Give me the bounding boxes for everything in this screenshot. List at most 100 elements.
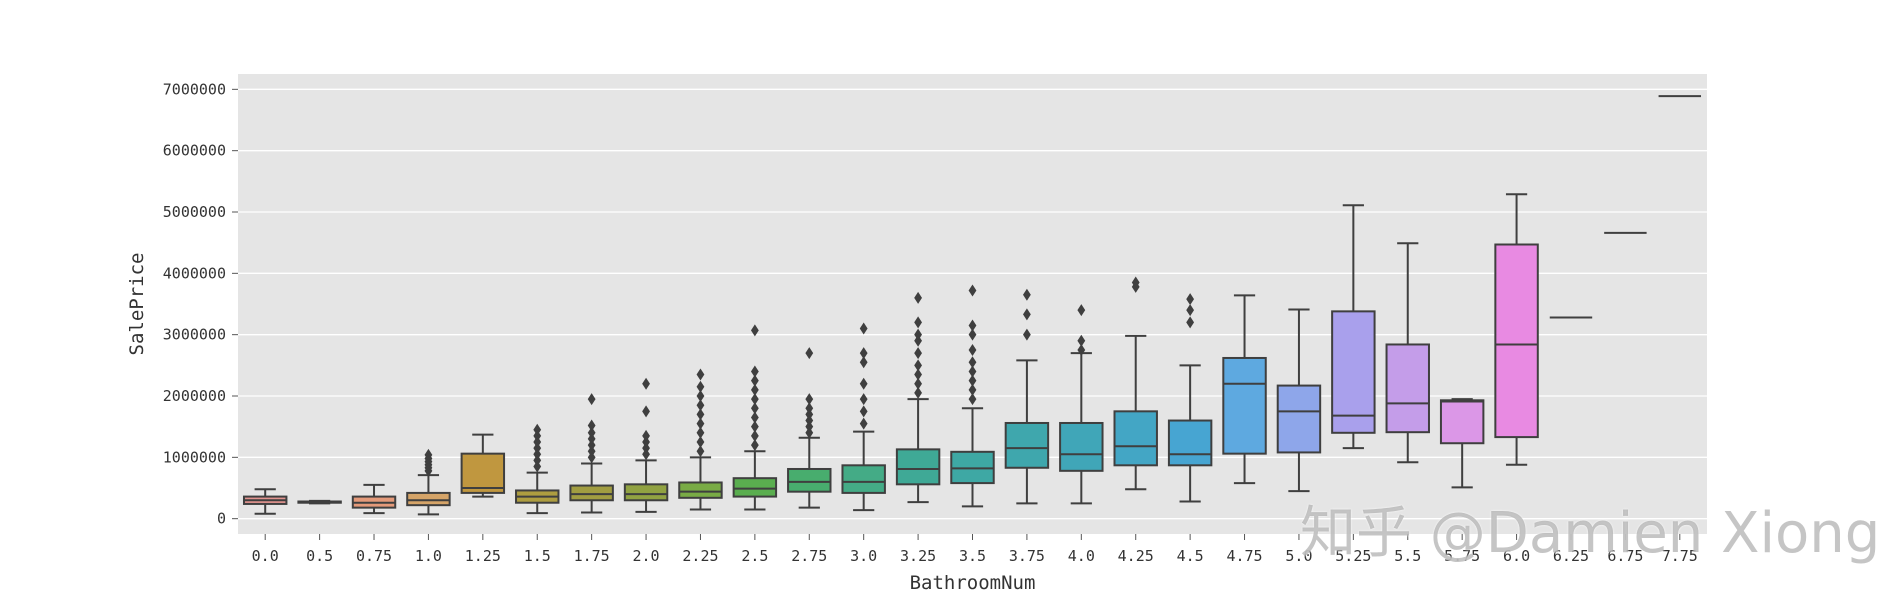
box-iqr (1004, 421, 1050, 469)
outlier-point (587, 393, 596, 406)
box-iqr (678, 481, 723, 499)
box-3.75 (1004, 288, 1050, 505)
box-4.5 (1167, 293, 1213, 503)
outlier-point (1023, 288, 1031, 301)
outlier-point (696, 445, 705, 458)
outlier-point (587, 426, 596, 439)
box-iqr (1222, 356, 1267, 455)
x-tick-label: 1.25 (465, 547, 501, 565)
outlier-point (859, 322, 868, 335)
outlier-point (805, 426, 814, 439)
outlier-point (859, 393, 868, 406)
outlier-point (587, 419, 596, 432)
box-2.75 (787, 347, 832, 509)
outlier-point (1186, 304, 1195, 317)
outlier-point (914, 291, 922, 304)
box-iqr (1331, 310, 1376, 434)
y-tick-label: 0 (217, 510, 226, 528)
outlier-point (1077, 304, 1086, 317)
x-tick-label: 6.0 (1503, 547, 1530, 565)
outlier-point (914, 316, 922, 329)
box-iqr (1167, 419, 1213, 467)
x-tick-label: 2.0 (633, 547, 660, 565)
y-tick-label: 5000000 (163, 203, 226, 221)
box-iqr (787, 467, 832, 493)
box-iqr (895, 448, 941, 486)
x-axis-label: BathroomNum (910, 572, 1036, 594)
x-tick-label: 0.0 (252, 547, 279, 565)
y-tick-label: 1000000 (163, 448, 226, 466)
box-iqr (1059, 421, 1104, 472)
outlier-point (805, 393, 814, 406)
outlier-point (1023, 328, 1031, 341)
y-tick-label: 2000000 (163, 387, 226, 405)
outlier-point (696, 408, 705, 421)
y-tick-label: 7000000 (163, 80, 226, 98)
y-axis-label: SalePrice (126, 253, 148, 356)
box-iqr (460, 452, 506, 494)
outlier-point (587, 445, 596, 458)
box-1.25 (460, 433, 506, 498)
box-2.25 (678, 368, 723, 511)
outlier-point (968, 284, 977, 297)
outlier-point (750, 402, 759, 415)
outlier-point (914, 368, 922, 381)
box-5.5 (1385, 242, 1430, 464)
outlier-point (968, 383, 977, 396)
box-iqr (623, 483, 669, 502)
x-tick-label: 1.0 (415, 547, 442, 565)
outlier-point (696, 426, 705, 439)
x-tick-label: 2.5 (741, 547, 768, 565)
outlier-point (587, 439, 596, 452)
outlier-point (750, 411, 759, 424)
box-1.5 (515, 423, 560, 515)
box-iqr (1276, 384, 1322, 454)
y-axis-ticks: 0 1000000 2000000 3000000 4000000 5000000 6000… (163, 80, 238, 528)
outlier-point (750, 365, 759, 378)
box-1.75 (569, 393, 614, 514)
box-iqr (841, 464, 886, 494)
x-tick-label: 4.0 (1068, 547, 1095, 565)
outlier-point (1186, 293, 1195, 306)
outlier-point (968, 319, 977, 332)
x-tick-label: 4.5 (1177, 547, 1204, 565)
x-tick-label: 2.75 (791, 547, 827, 565)
x-tick-label: 0.75 (356, 547, 392, 565)
outlier-point (968, 344, 977, 356)
box-5.25 (1331, 204, 1376, 450)
outlier-point (533, 429, 542, 442)
box-3.5 (950, 284, 995, 508)
outlier-point (696, 380, 705, 393)
box-4.75 (1222, 294, 1267, 485)
outlier-point (642, 448, 650, 461)
outlier-point (914, 347, 922, 360)
box-2.0 (623, 377, 669, 513)
box-iqr (406, 491, 451, 507)
boxes (242, 95, 1702, 516)
box-0.0 (242, 488, 288, 515)
x-tick-label: 6.75 (1607, 547, 1643, 565)
x-tick-label: 3.25 (900, 547, 936, 565)
outlier-point (750, 429, 759, 442)
outlier-point (587, 432, 596, 445)
outlier-point (1077, 344, 1086, 356)
x-tick-label: 3.0 (850, 547, 877, 565)
outlier-point (914, 359, 922, 372)
outlier-point (805, 420, 814, 433)
box-0.5 (297, 499, 342, 505)
outlier-point (1077, 334, 1086, 347)
y-tick-label: 4000000 (163, 264, 226, 282)
x-tick-label: 2.25 (682, 547, 718, 565)
outlier-point (859, 417, 868, 430)
outlier-point (533, 436, 542, 448)
outlier-point (750, 374, 759, 387)
outlier-point (805, 414, 814, 427)
box-3.25 (895, 291, 941, 504)
x-tick-label: 0.5 (306, 547, 333, 565)
outlier-point (968, 328, 977, 341)
x-axis-ticks: 0.0 0.5 0.75 1.0 1.25 1.5 1.75 2.0 2.25 2.5 2.75 3.… (252, 534, 1698, 565)
x-tick-label: 7.75 (1662, 547, 1698, 565)
outlier-point (1131, 276, 1140, 289)
outlier-point (750, 393, 759, 406)
